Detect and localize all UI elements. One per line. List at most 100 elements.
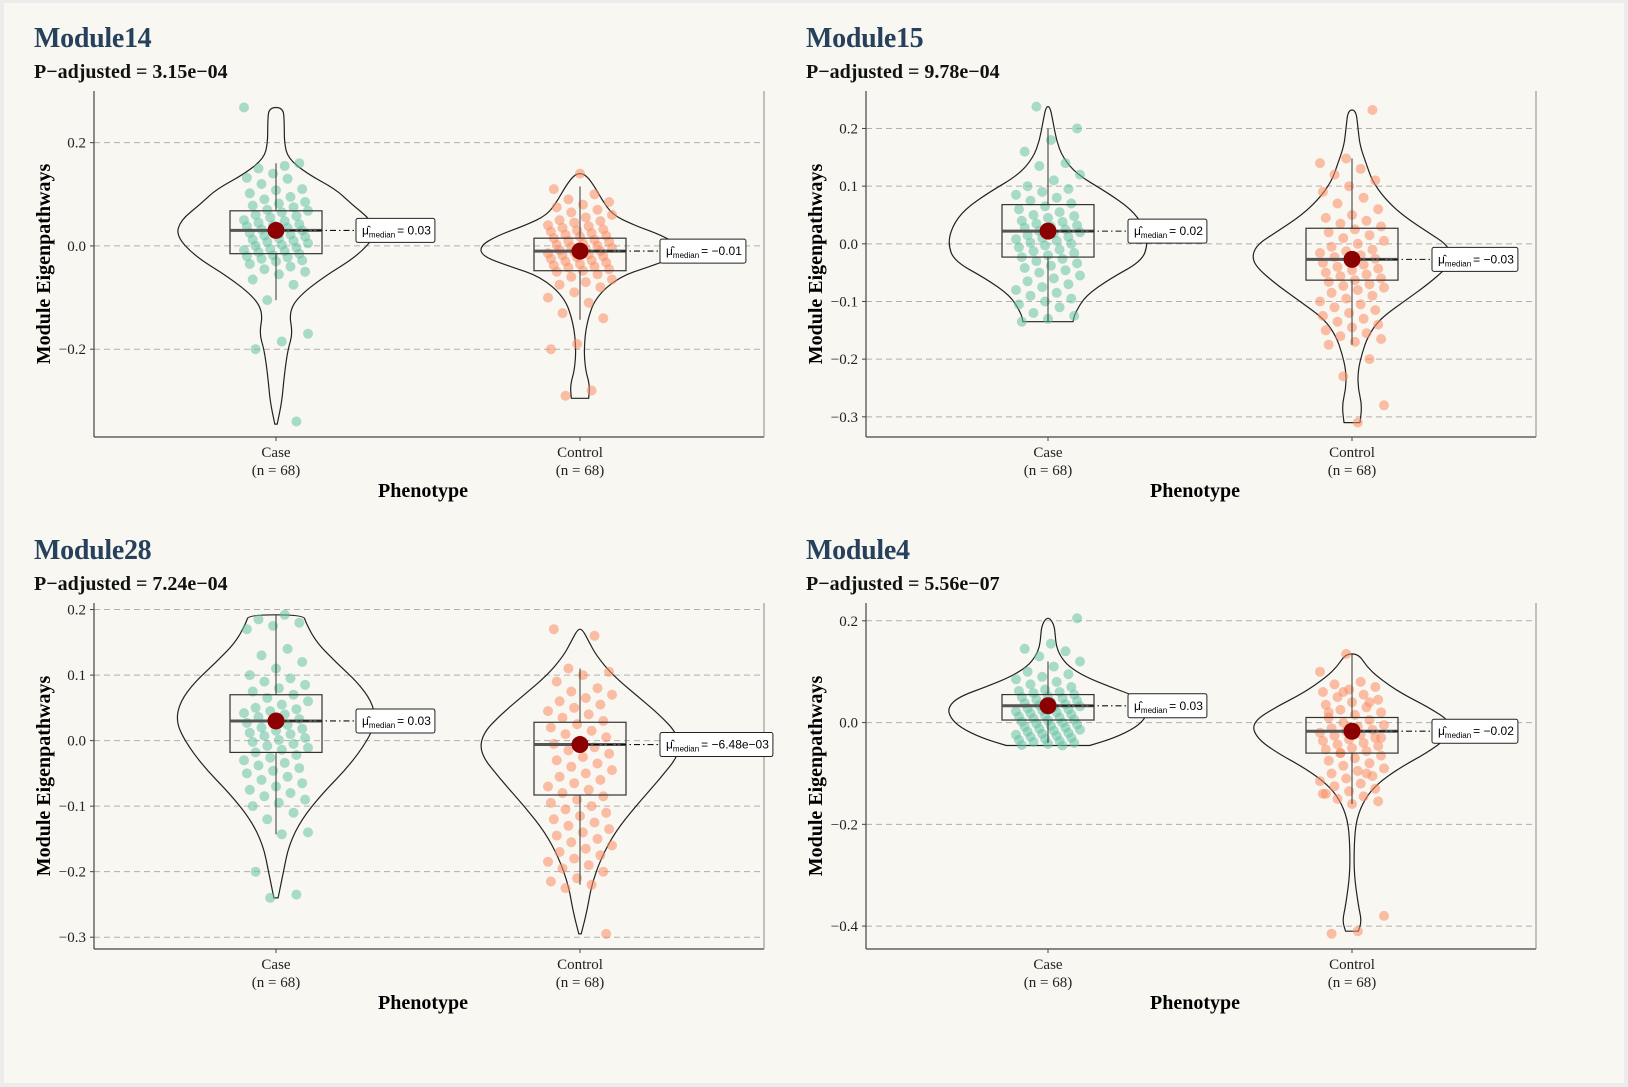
data-point [1376, 707, 1387, 718]
data-point [1358, 313, 1369, 324]
x-tick-n-label: (n = 68) [1328, 463, 1376, 479]
data-point [253, 760, 264, 771]
data-point [1344, 308, 1355, 318]
x-tick-label: Case [261, 445, 291, 461]
x-tick-n-label: (n = 68) [252, 463, 300, 479]
median-subscript: median [673, 745, 699, 754]
data-point [1361, 215, 1372, 226]
data-point [273, 735, 284, 745]
label-text: μ̂median = −0.01 [666, 244, 742, 260]
data-point [1373, 741, 1384, 751]
data-point [583, 860, 594, 871]
data-point [607, 209, 617, 220]
data-point [580, 843, 591, 854]
data-point [1367, 105, 1378, 115]
data-point [607, 274, 617, 285]
data-point [1011, 674, 1021, 685]
violin-case [176, 614, 376, 899]
median-subscript: median [1445, 731, 1471, 740]
data-point [551, 676, 562, 687]
data-point [1358, 737, 1369, 748]
data-point [607, 765, 617, 776]
data-point [1370, 175, 1381, 186]
data-point [285, 729, 296, 740]
data-point [1013, 299, 1024, 310]
data-point [241, 768, 252, 779]
data-point [560, 729, 571, 740]
data-point [250, 344, 261, 355]
panel-module14: Module14 P−adjusted = 3.15e−04 0.2 0.0 −0.… [4, 3, 809, 533]
panel-module4: Module4 P−adjusted = 5.56e−07 0.2 0.0 −0.2… [776, 515, 1581, 1045]
data-point [285, 788, 296, 798]
data-point [247, 801, 258, 812]
violin-control [1252, 109, 1452, 424]
x-axis-title: Phenotype [1150, 992, 1240, 1014]
data-point [1075, 270, 1085, 281]
data-point [276, 829, 287, 840]
data-point [543, 706, 553, 717]
y-tick-label: 0.2 [67, 136, 86, 152]
data-point [1013, 242, 1024, 253]
y-axis-title: Module Eigenpathways [33, 163, 55, 364]
data-point [291, 416, 302, 427]
data-point [1069, 310, 1080, 321]
data-point [1040, 201, 1051, 212]
data-point [598, 313, 609, 324]
label-value: = 0.02 [1169, 224, 1203, 238]
data-point [566, 207, 577, 218]
data-point [1379, 400, 1389, 411]
data-point [253, 614, 264, 625]
data-point [1315, 296, 1325, 307]
data-point [259, 731, 270, 741]
data-point [288, 738, 299, 749]
data-point [241, 172, 252, 183]
data-point [262, 814, 273, 825]
data-point [262, 740, 273, 751]
median-label: μ̂median = −6.48e−03 [659, 732, 774, 758]
data-point [1332, 793, 1343, 804]
data-point [285, 261, 296, 272]
data-point [1376, 750, 1387, 761]
data-point [1338, 687, 1349, 697]
data-point [1034, 651, 1045, 662]
data-point [1376, 221, 1387, 232]
mu-hat-symbol: μ̂ [666, 244, 675, 258]
data-point [1034, 161, 1045, 171]
data-point [1352, 238, 1363, 249]
data-point [1011, 285, 1021, 295]
data-point [247, 686, 258, 697]
data-point [607, 840, 617, 851]
data-point [1352, 926, 1363, 937]
data-point [1320, 212, 1331, 223]
data-point [1379, 763, 1389, 774]
data-point [566, 761, 577, 772]
data-point [273, 269, 284, 280]
data-point [285, 191, 296, 202]
data-point [1019, 263, 1030, 273]
data-point [259, 264, 270, 275]
data-point [300, 733, 311, 743]
median-dot [1039, 222, 1057, 240]
data-point [592, 683, 603, 694]
x-tick-n-label: (n = 68) [1328, 975, 1376, 991]
data-point [1352, 765, 1363, 776]
violin-control [480, 628, 680, 935]
data-point [1320, 325, 1331, 336]
data-point [575, 168, 585, 179]
data-point [239, 102, 249, 113]
label-text: μ̂median = −6.48e−03 [666, 738, 769, 754]
data-point [276, 699, 287, 710]
data-point [569, 702, 580, 713]
data-point [580, 212, 591, 223]
x-tick-label: Control [557, 957, 603, 973]
data-point [1317, 687, 1328, 697]
data-point [1370, 783, 1381, 794]
mu-hat-symbol: μ̂ [362, 223, 371, 237]
data-point [1054, 302, 1065, 313]
data-point [1022, 276, 1033, 287]
label-box [659, 238, 747, 264]
panel-title: Module15 [806, 23, 924, 54]
data-point [563, 745, 574, 756]
label-box [1431, 246, 1519, 272]
data-point [1361, 746, 1372, 757]
